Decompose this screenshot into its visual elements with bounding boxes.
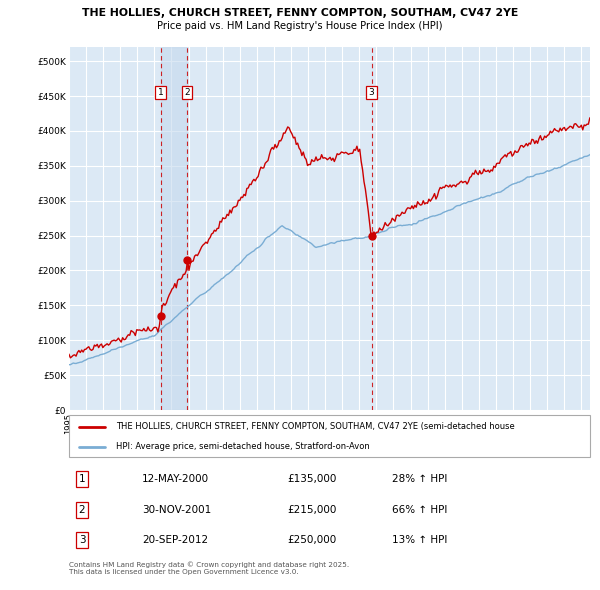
Text: 1: 1 xyxy=(79,474,85,484)
Text: 2: 2 xyxy=(184,88,190,97)
Text: 3: 3 xyxy=(79,535,85,545)
Text: 12-MAY-2000: 12-MAY-2000 xyxy=(142,474,209,484)
Text: Price paid vs. HM Land Registry's House Price Index (HPI): Price paid vs. HM Land Registry's House … xyxy=(157,21,443,31)
Text: £215,000: £215,000 xyxy=(288,505,337,514)
Bar xyxy=(161,47,187,410)
Text: THE HOLLIES, CHURCH STREET, FENNY COMPTON, SOUTHAM, CV47 2YE: THE HOLLIES, CHURCH STREET, FENNY COMPTO… xyxy=(82,8,518,18)
Text: Contains HM Land Registry data © Crown copyright and database right 2025.
This d: Contains HM Land Registry data © Crown c… xyxy=(69,562,349,575)
Text: 1: 1 xyxy=(158,88,163,97)
Text: £250,000: £250,000 xyxy=(288,535,337,545)
Text: HPI: Average price, semi-detached house, Stratford-on-Avon: HPI: Average price, semi-detached house,… xyxy=(116,442,370,451)
Text: 3: 3 xyxy=(369,88,374,97)
Text: 2: 2 xyxy=(79,505,85,514)
Text: 28% ↑ HPI: 28% ↑ HPI xyxy=(392,474,447,484)
Text: THE HOLLIES, CHURCH STREET, FENNY COMPTON, SOUTHAM, CV47 2YE (semi-detached hous: THE HOLLIES, CHURCH STREET, FENNY COMPTO… xyxy=(116,422,515,431)
Text: £135,000: £135,000 xyxy=(288,474,337,484)
Text: 13% ↑ HPI: 13% ↑ HPI xyxy=(392,535,447,545)
Text: 66% ↑ HPI: 66% ↑ HPI xyxy=(392,505,447,514)
Text: 30-NOV-2001: 30-NOV-2001 xyxy=(142,505,211,514)
Text: 20-SEP-2012: 20-SEP-2012 xyxy=(142,535,208,545)
